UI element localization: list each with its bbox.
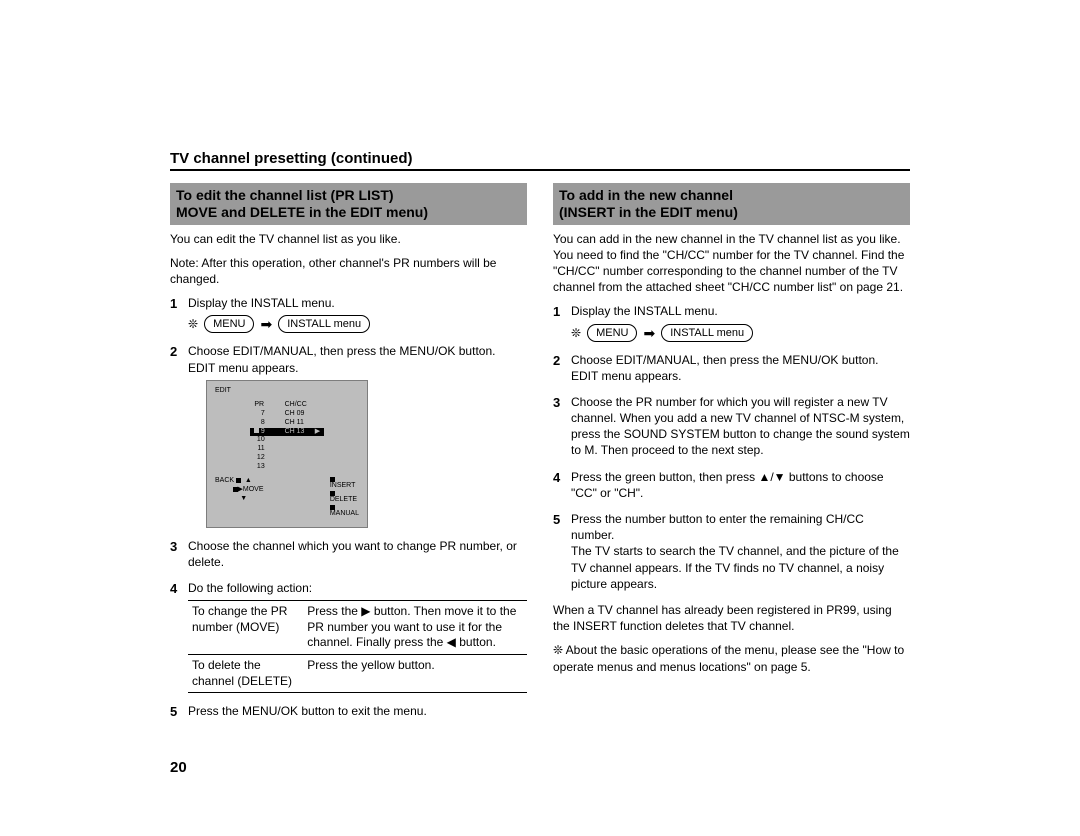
right-step-2: Choose EDIT/MANUAL, then press the MENU/… — [553, 352, 910, 384]
osd-hdr-ch: CH/CC — [281, 401, 311, 410]
reference-star-icon: ❊ — [571, 327, 581, 339]
two-column-layout: To edit the channel list (PR LIST) MOVE … — [170, 183, 910, 729]
right-step-5: Press the number button to enter the rem… — [553, 511, 910, 592]
action-table: To change the PR number (MOVE) Press the… — [188, 600, 527, 693]
action-desc: Press the ▶ button. Then move it to the … — [303, 601, 527, 655]
right-step-4: Press the green button, then press ▲/▼ b… — [553, 469, 910, 501]
right-section-heading: To add in the new channel (INSERT in the… — [553, 183, 910, 225]
page-title: TV channel presetting (continued) — [170, 150, 910, 171]
left-column: To edit the channel list (PR LIST) MOVE … — [170, 183, 527, 729]
osd-move: MOVE — [243, 486, 264, 493]
left-step-4-text: Do the following action: — [188, 581, 312, 595]
left-step-2-text-a: Choose EDIT/MANUAL, then press the MENU/… — [188, 344, 495, 358]
arrow-right-icon: ➡ — [260, 317, 272, 331]
left-step-1-text: Display the INSTALL menu. — [188, 296, 335, 310]
reference-star-icon: ❊ — [553, 642, 563, 658]
osd-row: 13 — [250, 463, 324, 472]
osd-row: 10 — [250, 436, 324, 445]
right-title-line1: To add in the new channel — [559, 187, 904, 204]
table-row: To delete the channel (DELETE) Press the… — [188, 655, 527, 693]
right-step-5-text-b: The TV starts to search the TV channel, … — [571, 544, 899, 590]
manual-page: TV channel presetting (continued) To edi… — [0, 0, 1080, 836]
install-menu-pill: INSTALL menu — [661, 324, 753, 342]
osd-row: 11 — [250, 445, 324, 454]
install-menu-pill: INSTALL menu — [278, 315, 370, 333]
menu-sequence-right: ❊ MENU ➡ INSTALL menu — [571, 324, 910, 342]
menu-pill: MENU — [587, 324, 637, 342]
osd-row: 12 — [250, 454, 324, 463]
reference-star-icon: ❊ — [188, 318, 198, 330]
right-step-1: Display the INSTALL menu. ❊ MENU ➡ INSTA… — [553, 303, 910, 341]
left-title-line1: To edit the channel list (PR LIST) — [176, 187, 521, 204]
arrow-right-icon: ➡ — [643, 326, 655, 340]
menu-sequence-left: ❊ MENU ➡ INSTALL menu — [188, 315, 527, 333]
action-desc: Press the yellow button. — [303, 655, 527, 693]
left-step-2-text-b: EDIT menu appears. — [188, 361, 299, 375]
osd-back: BACK — [215, 477, 241, 484]
left-title-line2: MOVE and DELETE in the EDIT menu) — [176, 204, 521, 221]
edit-menu-osd: EDIT PR CH/CC 7CH 09 8CH 11 9CH 13▶ 10 1… — [206, 380, 368, 528]
right-step-2-text-a: Choose EDIT/MANUAL, then press the MENU/… — [571, 353, 878, 367]
left-step-2: Choose EDIT/MANUAL, then press the MENU/… — [170, 343, 527, 527]
left-step-5: Press the MENU/OK button to exit the men… — [170, 703, 527, 719]
osd-title: EDIT — [215, 387, 359, 396]
osd-row-selected: 9CH 13▶ — [250, 428, 324, 437]
page-number: 20 — [170, 759, 910, 776]
left-intro-1: You can edit the TV channel list as you … — [170, 231, 527, 247]
right-step-1-text: Display the INSTALL menu. — [571, 304, 718, 318]
osd-delete: DELETE — [330, 496, 359, 505]
left-step-3: Choose the channel which you want to cha… — [170, 538, 527, 570]
right-step-3: Choose the PR number for which you will … — [553, 394, 910, 459]
osd-insert: INSERT — [330, 482, 359, 491]
menu-pill: MENU — [204, 315, 254, 333]
left-step-list: Display the INSTALL menu. ❊ MENU ➡ INSTA… — [170, 295, 527, 719]
right-footnote: ❊ About the basic operations of the menu… — [553, 642, 910, 674]
table-row: To change the PR number (MOVE) Press the… — [188, 601, 527, 655]
osd-manual: MANUAL — [330, 510, 359, 519]
right-step-2-text-b: EDIT menu appears. — [571, 369, 682, 383]
right-footnote-text: About the basic operations of the menu, … — [553, 643, 904, 673]
left-intro-2: Note: After this operation, other channe… — [170, 255, 527, 287]
left-step-4: Do the following action: To change the P… — [170, 580, 527, 693]
osd-hdr-pr: PR — [250, 401, 269, 410]
action-label: To delete the channel (DELETE) — [188, 655, 303, 693]
right-intro: You can add in the new channel in the TV… — [553, 231, 910, 296]
osd-footer: BACK ▲ ▶MOVE ▼ INSERT DELETE MANUAL — [215, 477, 359, 518]
right-after-note: When a TV channel has already been regis… — [553, 602, 910, 634]
right-title-line2: (INSERT in the EDIT menu) — [559, 204, 904, 221]
osd-row: 8CH 11 — [250, 419, 324, 428]
left-section-heading: To edit the channel list (PR LIST) MOVE … — [170, 183, 527, 225]
osd-row: 7CH 09 — [250, 410, 324, 419]
osd-pr-table: PR CH/CC 7CH 09 8CH 11 9CH 13▶ 10 11 12 … — [250, 401, 324, 471]
right-step-5-text-a: Press the number button to enter the rem… — [571, 512, 864, 542]
right-column: To add in the new channel (INSERT in the… — [553, 183, 910, 729]
right-step-list: Display the INSTALL menu. ❊ MENU ➡ INSTA… — [553, 303, 910, 592]
action-label: To change the PR number (MOVE) — [188, 601, 303, 655]
left-step-1: Display the INSTALL menu. ❊ MENU ➡ INSTA… — [170, 295, 527, 333]
